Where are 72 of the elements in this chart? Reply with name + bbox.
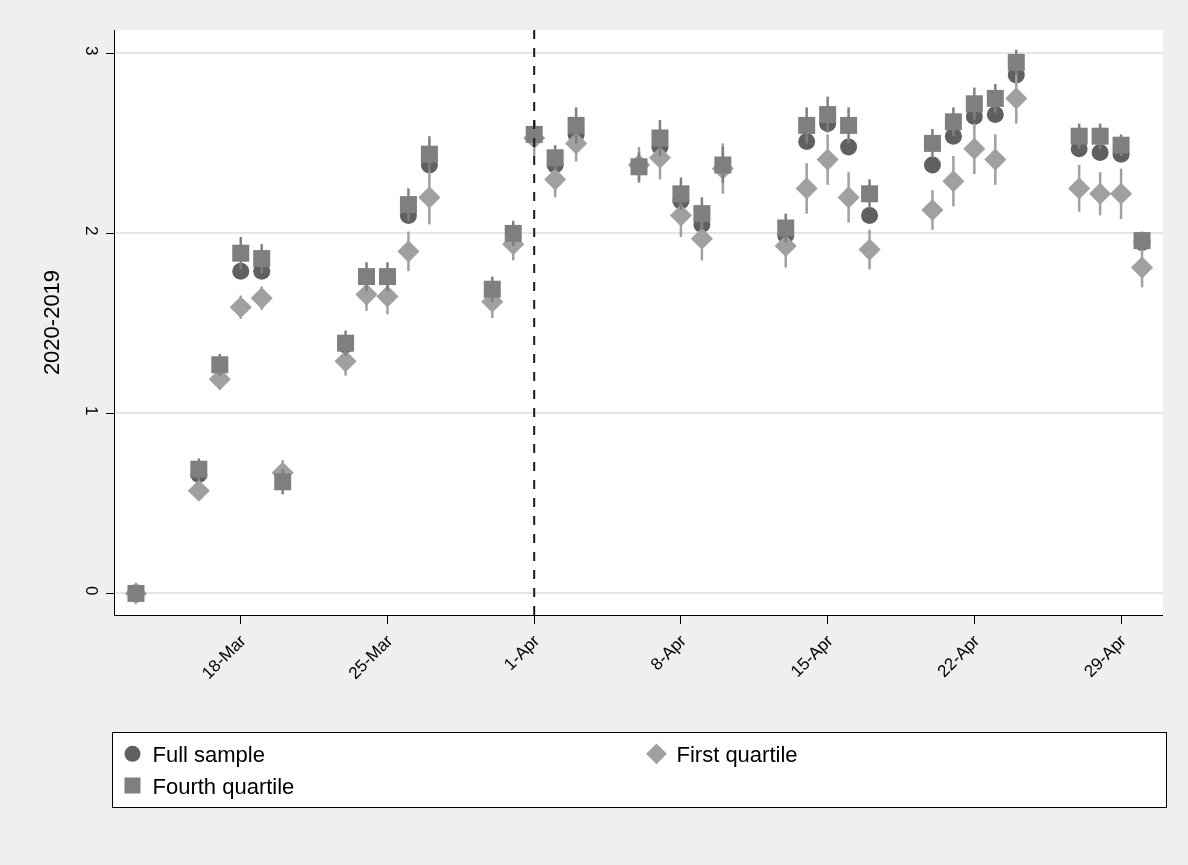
point <box>984 148 1007 171</box>
point <box>1112 136 1130 154</box>
point <box>1005 87 1028 110</box>
point <box>544 168 567 191</box>
point <box>798 116 816 134</box>
point <box>777 219 795 237</box>
point <box>483 280 501 298</box>
point <box>1091 127 1109 145</box>
point <box>840 116 858 134</box>
point <box>397 240 420 263</box>
point <box>921 198 944 222</box>
point <box>546 149 564 167</box>
point <box>358 268 376 286</box>
y-tick-label: 0 <box>81 586 101 596</box>
point <box>942 170 965 193</box>
point <box>693 205 711 223</box>
point <box>399 196 417 214</box>
point <box>1110 182 1133 205</box>
point <box>672 185 690 203</box>
point <box>861 185 879 203</box>
legend-label: Full sample <box>152 742 265 768</box>
point <box>714 156 732 174</box>
point <box>376 285 399 308</box>
point <box>861 206 879 224</box>
point <box>819 106 837 124</box>
point <box>420 145 438 163</box>
point <box>651 129 669 147</box>
point <box>858 238 881 261</box>
point <box>232 244 250 262</box>
point <box>1068 177 1091 200</box>
y-axis-title: 2020-2019 <box>39 269 65 376</box>
legend-label: Fourth quartile <box>152 773 295 799</box>
point <box>1007 53 1025 71</box>
legend-label: First quartile <box>676 742 798 768</box>
point <box>1091 143 1109 161</box>
point <box>1089 182 1112 205</box>
point <box>690 227 713 250</box>
point <box>840 138 858 156</box>
point <box>648 146 672 169</box>
point <box>229 296 252 319</box>
point <box>965 95 983 113</box>
point <box>669 204 692 227</box>
point <box>923 134 941 152</box>
point <box>774 234 797 258</box>
y-tick-label: 1 <box>81 406 101 416</box>
point <box>837 186 860 209</box>
point <box>232 262 250 280</box>
point <box>525 125 543 143</box>
point <box>1130 256 1154 279</box>
point <box>630 158 648 176</box>
point <box>378 268 396 286</box>
y-tick-label: 2 <box>81 226 101 236</box>
point <box>211 356 229 374</box>
point <box>418 186 441 209</box>
point <box>334 350 357 373</box>
point <box>944 113 962 131</box>
point <box>986 89 1004 107</box>
point <box>567 116 585 134</box>
point <box>250 287 273 310</box>
point <box>795 177 818 200</box>
point <box>187 479 210 502</box>
point <box>253 250 271 268</box>
point <box>1070 127 1088 145</box>
point <box>816 148 839 171</box>
y-tick-label: 3 <box>81 46 101 56</box>
point <box>923 156 941 174</box>
point <box>565 132 588 155</box>
point <box>504 224 522 242</box>
point <box>355 283 378 306</box>
point <box>190 460 208 478</box>
point <box>274 473 292 491</box>
point <box>963 137 986 160</box>
